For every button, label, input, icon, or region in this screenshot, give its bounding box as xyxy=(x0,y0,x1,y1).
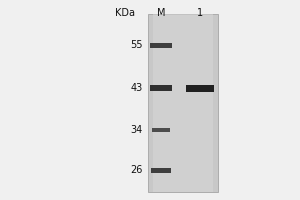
Text: 43: 43 xyxy=(131,83,143,93)
Text: M: M xyxy=(157,8,165,18)
Bar xyxy=(150,43,172,47)
Bar xyxy=(152,128,170,132)
Text: 26: 26 xyxy=(130,165,143,175)
Bar xyxy=(150,85,172,91)
Text: KDa: KDa xyxy=(115,8,135,18)
Text: 55: 55 xyxy=(130,40,143,50)
Bar xyxy=(151,168,171,172)
Bar xyxy=(153,14,213,192)
Bar xyxy=(148,14,218,192)
Text: 34: 34 xyxy=(131,125,143,135)
Bar xyxy=(186,84,214,92)
Text: 1: 1 xyxy=(197,8,203,18)
